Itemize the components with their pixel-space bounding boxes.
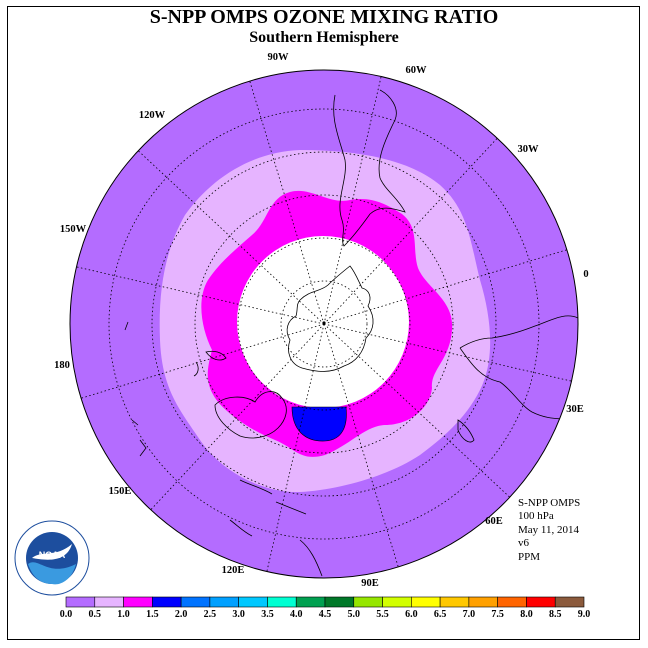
islands-cluster <box>131 419 147 457</box>
colorbar-label: 4.0 <box>289 609 303 620</box>
colorbar-swatch <box>267 596 297 608</box>
colorbar-swatch <box>238 596 268 608</box>
longitude-label: 30W <box>518 144 540 155</box>
colorbar-label: 6.0 <box>405 609 418 620</box>
colorbar-swatch <box>554 596 585 608</box>
colorbar-label: 0.5 <box>88 609 102 620</box>
colorbar-swatch <box>497 596 527 608</box>
colorbar-label: 8.5 <box>548 609 562 620</box>
longitude-label: 30E <box>566 404 584 415</box>
colorbar-label: 4.5 <box>318 609 332 620</box>
map-title: S-NPP OMPS OZONE MIXING RATIO <box>149 6 499 28</box>
longitude-label: 150E <box>109 486 132 497</box>
latitude-circle <box>194 194 454 454</box>
latitude-circle <box>237 237 411 411</box>
colorbar-swatch <box>324 596 355 608</box>
noaa-logo: NOAA <box>14 520 90 596</box>
colorbar-swatch <box>468 596 498 608</box>
africa-coast <box>459 315 578 421</box>
longitude-label: 60W <box>406 65 428 76</box>
latitude-circle <box>280 280 368 368</box>
longitude-label: 150W <box>60 224 87 235</box>
australia-coast <box>214 391 287 439</box>
colorbar-swatch <box>439 596 470 608</box>
colorbar-label: 5.5 <box>376 609 389 620</box>
colorbar-label: 7.5 <box>491 609 504 620</box>
ozone-cell-1.5-2.0 <box>291 406 347 442</box>
colorbar-label: 5.0 <box>347 609 361 620</box>
colorbar-swatch <box>180 596 211 608</box>
longitude-label: 60E <box>485 516 503 527</box>
map-frame <box>7 6 640 640</box>
colorbar-swatch <box>209 596 239 608</box>
longitude-label: 90E <box>361 578 379 589</box>
colorbar-label: 6.5 <box>433 609 447 620</box>
logo-text: NOAA <box>39 550 66 560</box>
south-pole-marker <box>322 321 326 325</box>
colorbar-swatch <box>94 596 124 608</box>
south-america-coast <box>333 89 406 247</box>
info-date: May 11, 2014 <box>518 523 580 536</box>
colorbar-label: 8.0 <box>520 609 533 620</box>
colorbar-swatch <box>382 596 412 608</box>
colorbar-swatch <box>526 596 556 608</box>
longitude-label: 180 <box>54 360 70 371</box>
colorbar-swatch <box>411 596 441 608</box>
colorbar-label: 2.0 <box>174 609 188 620</box>
info-version: v6 <box>518 537 529 550</box>
latitude-circle <box>108 108 540 540</box>
colorbar-label: 2.5 <box>203 609 217 620</box>
colorbar-label: 9.0 <box>577 609 591 620</box>
colorbar-swatch <box>295 596 326 608</box>
longitude-label: 0 <box>583 269 588 280</box>
new-zealand <box>193 350 227 377</box>
colorbar-label: 1.5 <box>146 609 159 620</box>
info-units: PPM <box>518 550 541 563</box>
info-level: 100 hPa <box>518 510 554 523</box>
colorbar-swatch <box>123 596 153 608</box>
colorbar-label: 7.0 <box>462 609 476 620</box>
map-border <box>69 69 579 579</box>
map-subtitle: Southern Hemisphere <box>249 29 399 46</box>
latitude-circle <box>151 151 497 497</box>
madagascar <box>457 419 475 443</box>
colorbar-label: 1.0 <box>117 609 130 620</box>
longitude-label: 120W <box>139 110 166 121</box>
colorbar-swatch <box>353 596 383 608</box>
longitude-label: 90W <box>268 52 290 63</box>
colorbar-label: 3.5 <box>261 609 274 620</box>
antarctica-coast <box>286 265 374 372</box>
colorbar-label: 0.0 <box>59 609 73 620</box>
colorbar-swatch <box>65 596 96 608</box>
longitude-label: 120E <box>222 565 245 576</box>
coastlines <box>124 89 578 577</box>
info-product: S-NPP OMPS <box>518 497 581 509</box>
colorbar-label: 3.0 <box>232 609 245 620</box>
colorbar-swatch <box>152 596 182 608</box>
southeast-asia-islands <box>229 479 323 577</box>
island-stub <box>124 321 129 331</box>
info-block: S-NPP OMPS 100 hPa May 11, 2014 v6 PPM <box>518 497 580 564</box>
